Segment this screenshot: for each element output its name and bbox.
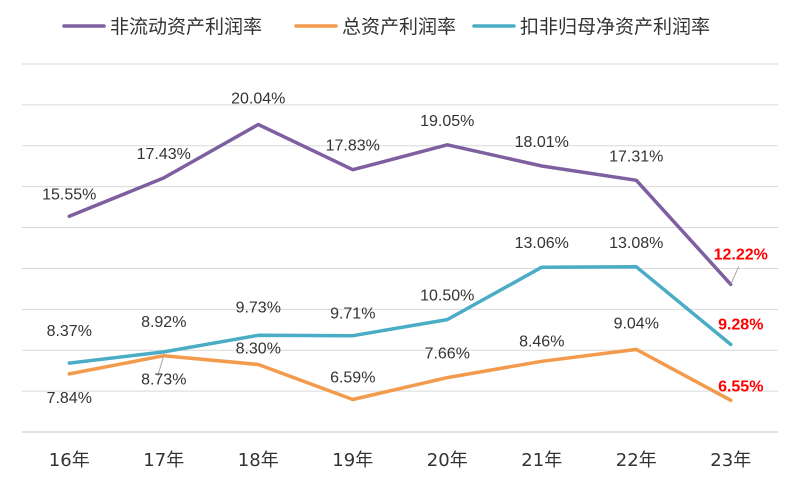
data-label: 9.71% [330, 306, 375, 323]
data-label: 17.31% [609, 148, 663, 165]
data-label: 6.55% [718, 378, 763, 395]
data-labels: 15.55% 17.43% 20.04% 17.83% 19.05% 18.01% 17.3… [42, 91, 768, 407]
data-label: 9.28% [718, 316, 763, 333]
data-label: 20.04% [231, 91, 285, 108]
data-label: 8.30% [236, 341, 281, 358]
series-lines [67, 122, 733, 403]
legend: 非流动资产利润率 总资产利润率 扣非归母净资产利润率 [62, 16, 710, 38]
x-tick-label: 23年 [710, 450, 751, 471]
leader-lines [157, 266, 740, 376]
data-label: 10.50% [420, 288, 474, 305]
data-label: 15.55% [42, 186, 96, 203]
x-tick-label: 16年 [49, 450, 90, 471]
data-label: 17.43% [137, 146, 191, 163]
data-label: 13.08% [609, 235, 663, 252]
data-label: 7.66% [425, 346, 470, 363]
data-label: 6.59% [330, 369, 375, 386]
data-label: 8.92% [141, 314, 186, 331]
series-line-2 [67, 265, 733, 365]
legend-label: 总资产利润率 [342, 16, 456, 38]
x-tick-label: 19年 [332, 450, 373, 471]
x-tick-label: 21年 [521, 450, 562, 471]
data-label: 13.06% [515, 235, 569, 252]
data-label: 19.05% [420, 113, 474, 130]
data-label: 9.04% [614, 315, 659, 332]
series-line-0 [67, 122, 733, 287]
data-label: 12.22% [714, 246, 768, 263]
x-tick-label: 20年 [427, 450, 468, 471]
data-label: 7.84% [47, 390, 92, 407]
data-label: 8.46% [519, 333, 564, 350]
leader-line [730, 266, 740, 285]
data-label: 8.37% [47, 323, 92, 340]
gridlines [22, 63, 778, 433]
x-tick-label: 22年 [616, 450, 657, 471]
data-label: 8.73% [141, 372, 186, 389]
legend-label: 扣非归母净资产利润率 [520, 16, 710, 38]
x-tick-label: 17年 [143, 450, 184, 471]
series-line-1 [67, 347, 733, 403]
data-label: 18.01% [515, 134, 569, 151]
x-axis: 16年 17年 18年 19年 20年 21年 22年 23年 [49, 450, 751, 471]
leader-line [157, 355, 165, 376]
x-tick-label: 18年 [238, 450, 279, 471]
data-label: 17.83% [326, 138, 380, 155]
data-label: 9.73% [236, 299, 281, 316]
legend-label: 非流动资产利润率 [110, 16, 262, 38]
